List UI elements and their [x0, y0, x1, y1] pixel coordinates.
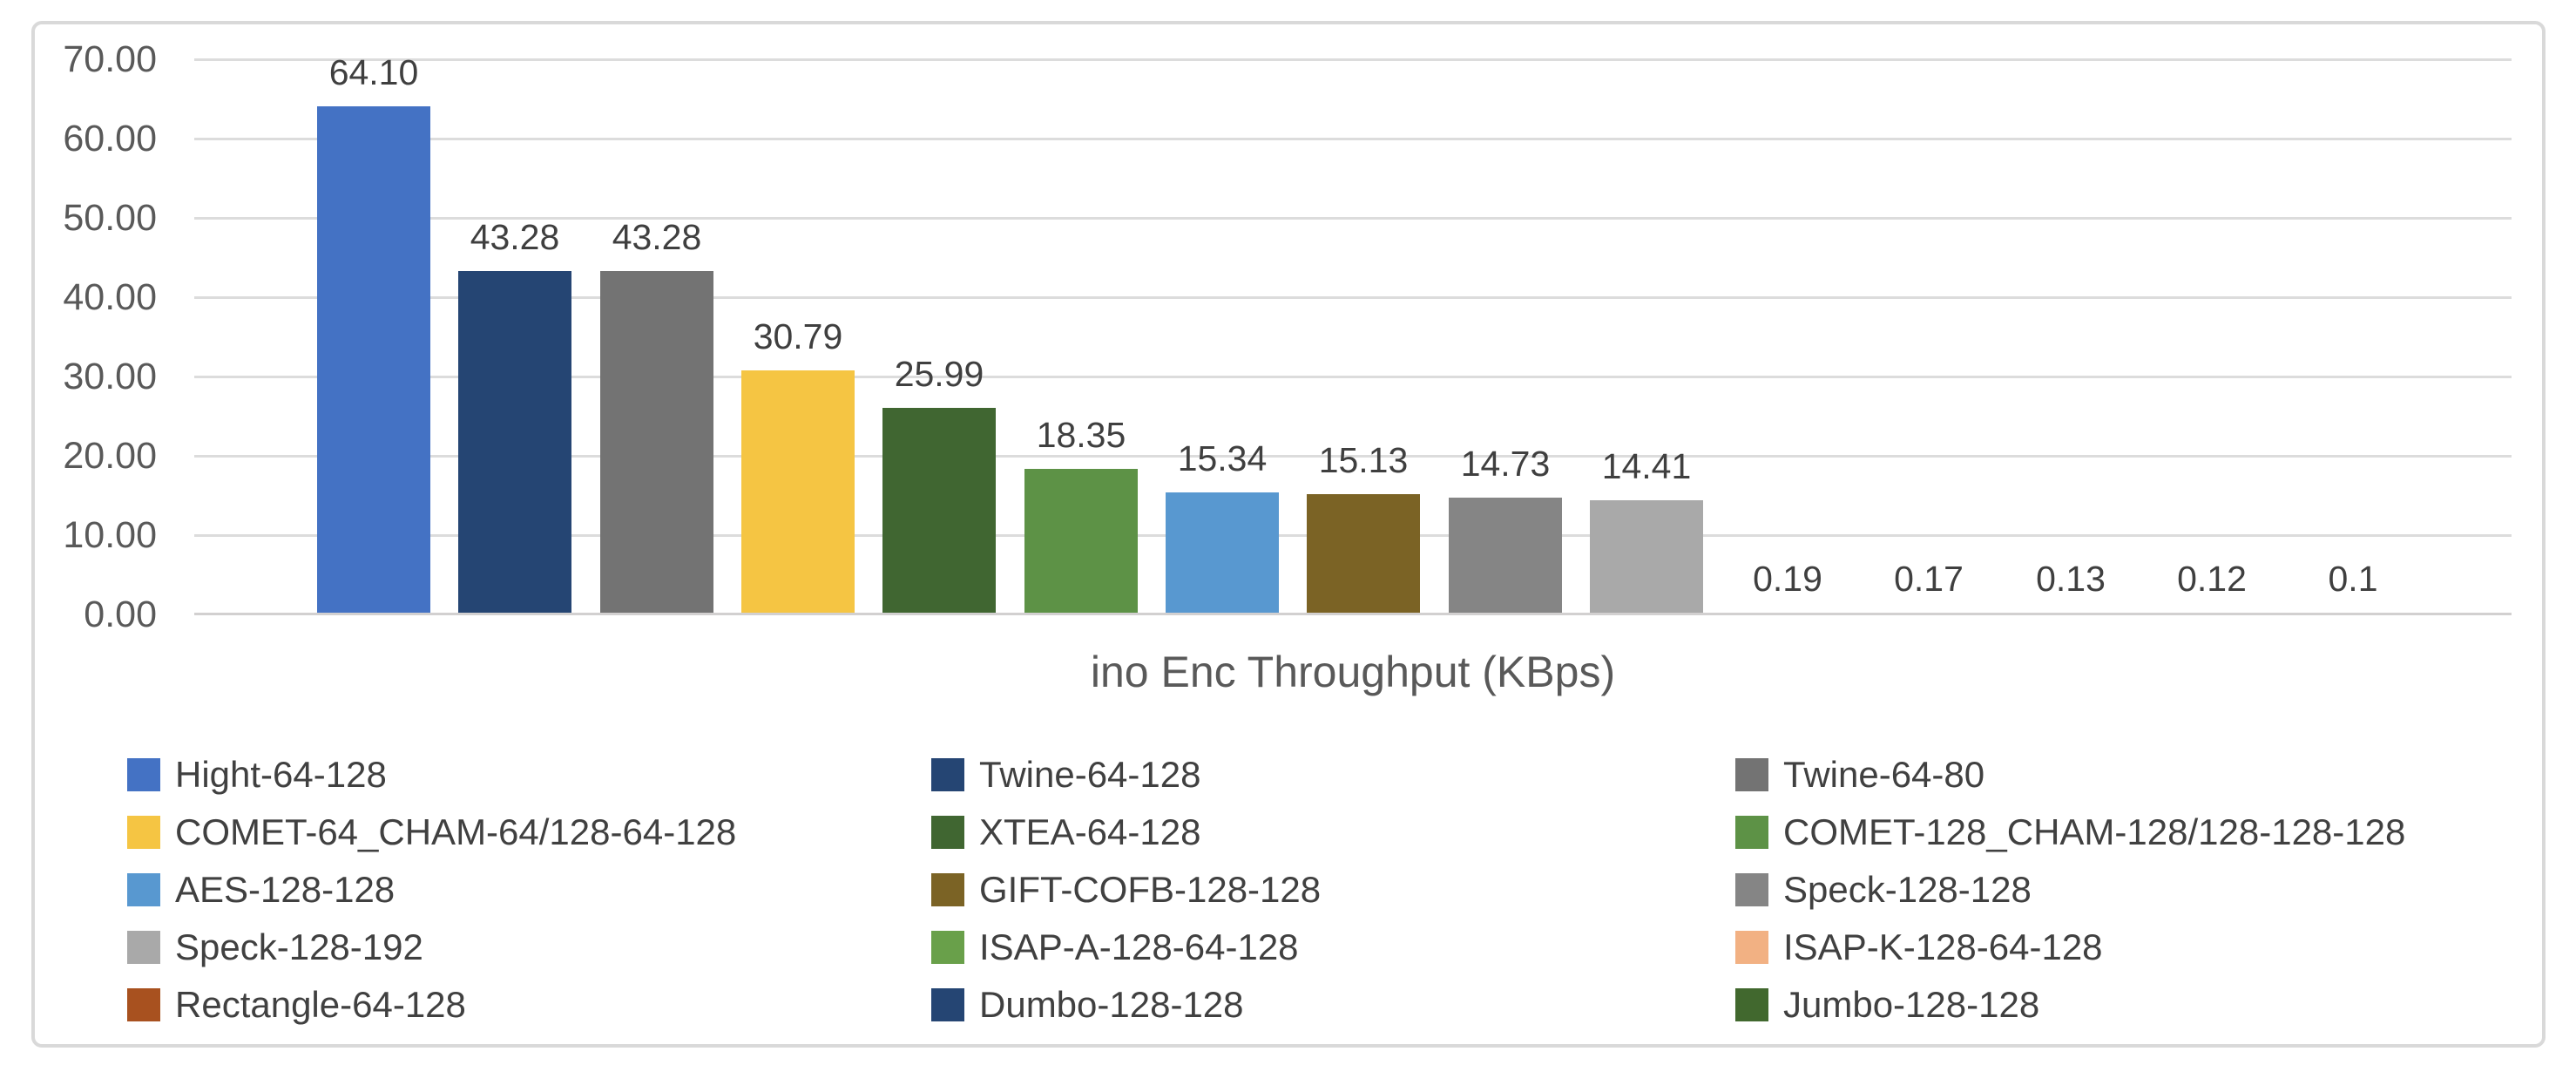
bar	[317, 106, 430, 614]
legend-label: ISAP-A-128-64-128	[979, 926, 1299, 967]
legend-swatch-icon	[931, 988, 964, 1021]
y-axis-tick-label: 20.00	[63, 435, 157, 477]
y-axis-tick-label: 50.00	[63, 197, 157, 239]
legend-label: COMET-128_CHAM-128/128-128-128	[1783, 811, 2406, 852]
legend-item: COMET-64_CHAM-64/128-64-128	[127, 804, 931, 861]
gridline	[194, 376, 2512, 378]
legend-label: COMET-64_CHAM-64/128-64-128	[175, 811, 737, 852]
gridline	[194, 296, 2512, 299]
legend-item: Twine-64-80	[1735, 746, 2539, 804]
bar-value-label: 0.19	[1753, 559, 1822, 599]
legend-swatch-icon	[127, 758, 160, 791]
bar-value-label: 43.28	[612, 217, 702, 257]
legend-label: Rectangle-64-128	[175, 984, 466, 1025]
legend-swatch-icon	[1735, 873, 1768, 906]
legend-label: Speck-128-192	[175, 926, 423, 967]
legend-item: AES-128-128	[127, 861, 931, 919]
legend-swatch-icon	[931, 931, 964, 964]
legend-item: XTEA-64-128	[931, 804, 1735, 861]
bar-value-label: 0.1	[2328, 559, 2378, 599]
legend-item: Speck-128-192	[127, 919, 931, 976]
legend-swatch-icon	[127, 873, 160, 906]
legend-label: Twine-64-80	[1783, 754, 1985, 795]
legend-swatch-icon	[1735, 931, 1768, 964]
bar	[600, 271, 713, 614]
y-axis-tick-label: 0.00	[84, 594, 157, 635]
bar-value-label: 30.79	[753, 316, 843, 356]
bar	[882, 408, 996, 614]
legend-item: Jumbo-128-128	[1735, 976, 2539, 1034]
legend-swatch-icon	[1735, 988, 1768, 1021]
legend-swatch-icon	[127, 816, 160, 849]
y-axis-tick-label: 10.00	[63, 514, 157, 556]
legend-item: Hight-64-128	[127, 746, 931, 804]
bar-value-label: 14.41	[1601, 446, 1692, 486]
y-axis-tick-label: 40.00	[63, 276, 157, 318]
bar-value-label: 0.17	[1894, 559, 1964, 599]
legend-item: ISAP-K-128-64-128	[1735, 919, 2539, 976]
legend-swatch-icon	[931, 816, 964, 849]
bar-value-label: 15.13	[1318, 440, 1409, 480]
legend-item: GIFT-COFB-128-128	[931, 861, 1735, 919]
y-axis-tick-label: 30.00	[63, 356, 157, 397]
bar-value-label: 15.34	[1177, 438, 1268, 478]
gridline	[194, 455, 2512, 458]
legend-item: ISAP-A-128-64-128	[931, 919, 1735, 976]
bar	[458, 271, 571, 614]
bar	[1449, 498, 1562, 614]
bar	[741, 370, 855, 614]
legend-label: GIFT-COFB-128-128	[979, 869, 1322, 910]
bar-value-label: 0.12	[2177, 559, 2247, 599]
bar-value-label: 14.73	[1460, 444, 1551, 484]
gridline	[194, 138, 2512, 140]
legend-label: Jumbo-128-128	[1783, 984, 2040, 1025]
legend-swatch-icon	[931, 873, 964, 906]
legend-label: AES-128-128	[175, 869, 396, 910]
bar-value-label: 25.99	[894, 354, 984, 394]
bar	[1590, 500, 1703, 614]
legend-item: Dumbo-128-128	[931, 976, 1735, 1034]
x-axis-title: ino Enc Throughput (KBps)	[1090, 648, 1616, 696]
gridline	[194, 217, 2512, 220]
legend-swatch-icon	[127, 988, 160, 1021]
y-axis-tick-label: 60.00	[63, 118, 157, 159]
legend-label: Dumbo-128-128	[979, 984, 1244, 1025]
x-axis-line	[194, 613, 2512, 615]
bar-value-label: 43.28	[470, 217, 560, 257]
bar	[1307, 494, 1420, 614]
legend-swatch-icon	[127, 931, 160, 964]
legend-label: XTEA-64-128	[979, 811, 1201, 852]
bar	[1024, 469, 1138, 614]
legend: Hight-64-128 Twine-64-128 Twine-64-80 COMET…	[127, 746, 2540, 1034]
legend-label: Hight-64-128	[175, 754, 387, 795]
legend-item: Twine-64-128	[931, 746, 1735, 804]
legend-item: Rectangle-64-128	[127, 976, 931, 1034]
legend-swatch-icon	[1735, 758, 1768, 791]
gridline	[194, 58, 2512, 61]
bar	[1166, 492, 1279, 614]
legend-label: Speck-128-128	[1783, 869, 2032, 910]
legend-label: ISAP-K-128-64-128	[1783, 926, 2103, 967]
legend-item: COMET-128_CHAM-128/128-128-128	[1735, 804, 2539, 861]
legend-label: Twine-64-128	[979, 754, 1201, 795]
legend-item: Speck-128-128	[1735, 861, 2539, 919]
bar-value-label: 18.35	[1036, 415, 1126, 455]
bar-value-label: 0.13	[2036, 559, 2106, 599]
y-axis-tick-label: 70.00	[63, 38, 157, 80]
legend-swatch-icon	[931, 758, 964, 791]
bar-value-label: 64.10	[328, 52, 419, 92]
legend-swatch-icon	[1735, 816, 1768, 849]
